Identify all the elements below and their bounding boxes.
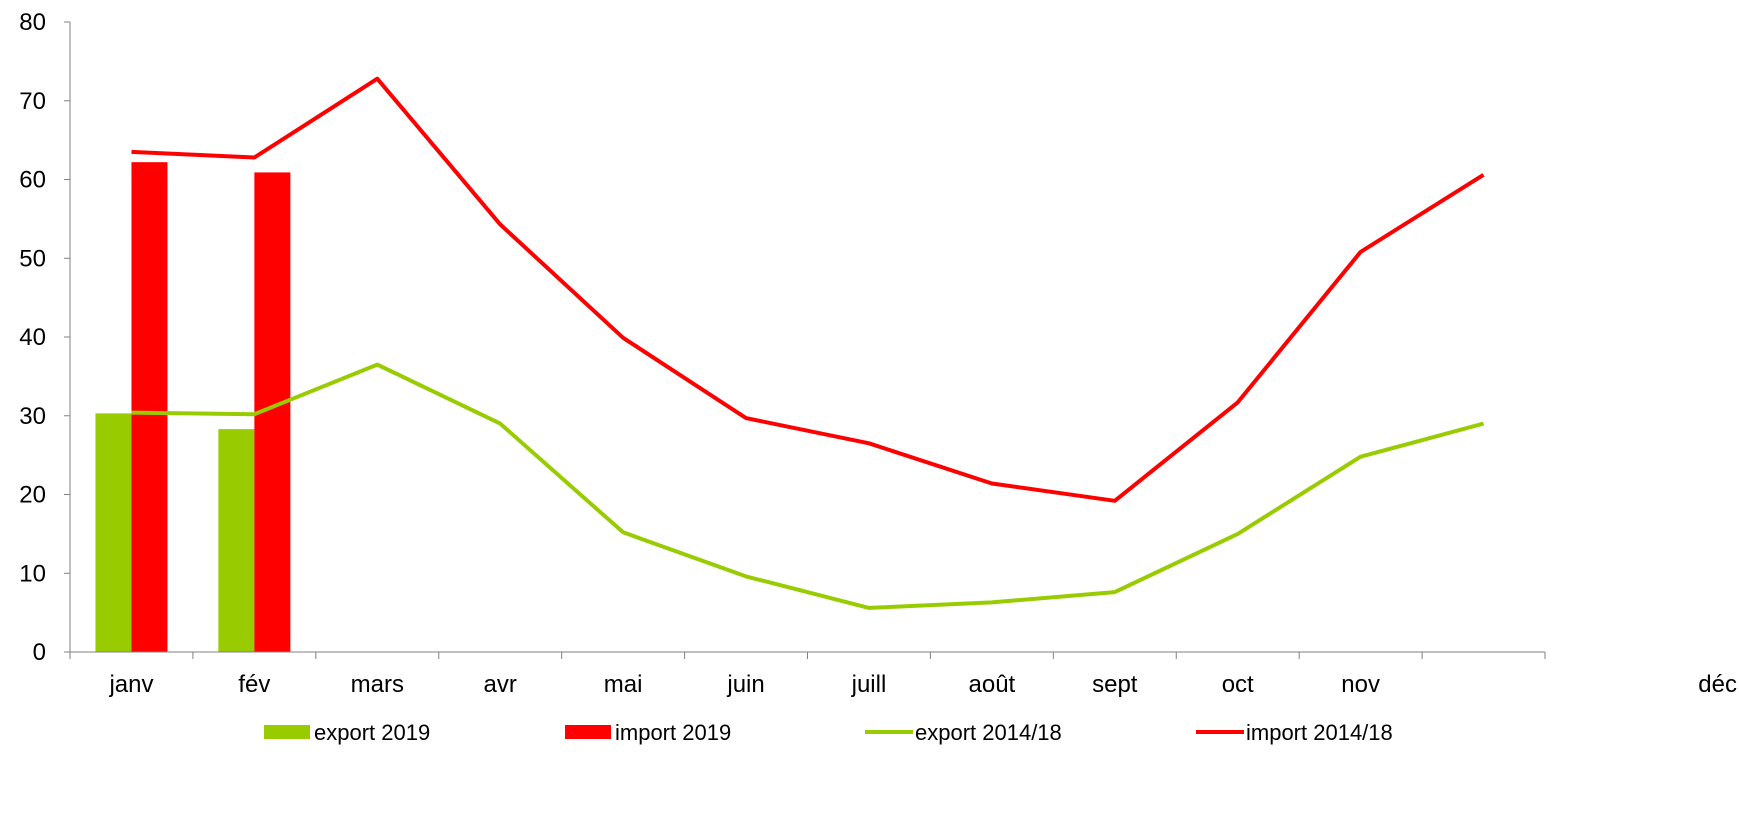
legend-item-export-2014-18: export 2014/18 <box>865 720 1062 745</box>
legend-swatch-export-2019 <box>264 725 310 739</box>
legend-swatch-import-2019 <box>565 725 611 739</box>
x-tick-label-mars: mars <box>351 671 404 698</box>
line-import-2014-18 <box>131 76 1485 503</box>
y-tick-label-60: 60 <box>19 167 46 194</box>
x-tick-label-déc: déc <box>1698 671 1737 698</box>
x-tick-label-juin: juin <box>726 671 764 698</box>
legend-item-import-2014-18: import 2014/18 <box>1196 720 1393 745</box>
x-tick-label-nov: nov <box>1341 671 1380 698</box>
y-tick-label-0: 0 <box>33 639 46 666</box>
y-tick-label-70: 70 <box>19 88 46 115</box>
bar-import-2019-0 <box>131 162 168 653</box>
legend-label-import-2014-18: import 2014/18 <box>1246 720 1393 745</box>
x-tick-label-fév: fév <box>238 671 270 698</box>
legend-label-export-2019: export 2019 <box>314 720 430 745</box>
y-tick-label-50: 50 <box>19 245 46 272</box>
legend-label-export-2014-18: export 2014/18 <box>915 720 1062 745</box>
x-tick-label-oct: oct <box>1222 671 1254 698</box>
x-tick-label-avr: avr <box>484 671 517 698</box>
y-tick-label-40: 40 <box>19 324 46 351</box>
y-tick-label-10: 10 <box>19 560 46 587</box>
bar-export-2019-1 <box>218 429 255 652</box>
y-tick-label-30: 30 <box>19 403 46 430</box>
line-export-2014-18 <box>131 362 1485 610</box>
y-tick-label-20: 20 <box>19 482 46 509</box>
legend-item-export-2019: export 2019 <box>264 720 430 745</box>
x-tick-label-août: août <box>969 671 1016 698</box>
legend-item-import-2019: import 2019 <box>565 720 731 745</box>
bar-export-2019-0 <box>95 413 132 652</box>
legend-label-import-2019: import 2019 <box>615 720 731 745</box>
x-tick-label-mai: mai <box>604 671 643 698</box>
x-tick-label-juill: juill <box>851 671 887 698</box>
x-tick-label-janv: janv <box>108 671 153 698</box>
y-tick-label-80: 80 <box>19 9 46 36</box>
x-tick-label-sept: sept <box>1092 671 1138 698</box>
